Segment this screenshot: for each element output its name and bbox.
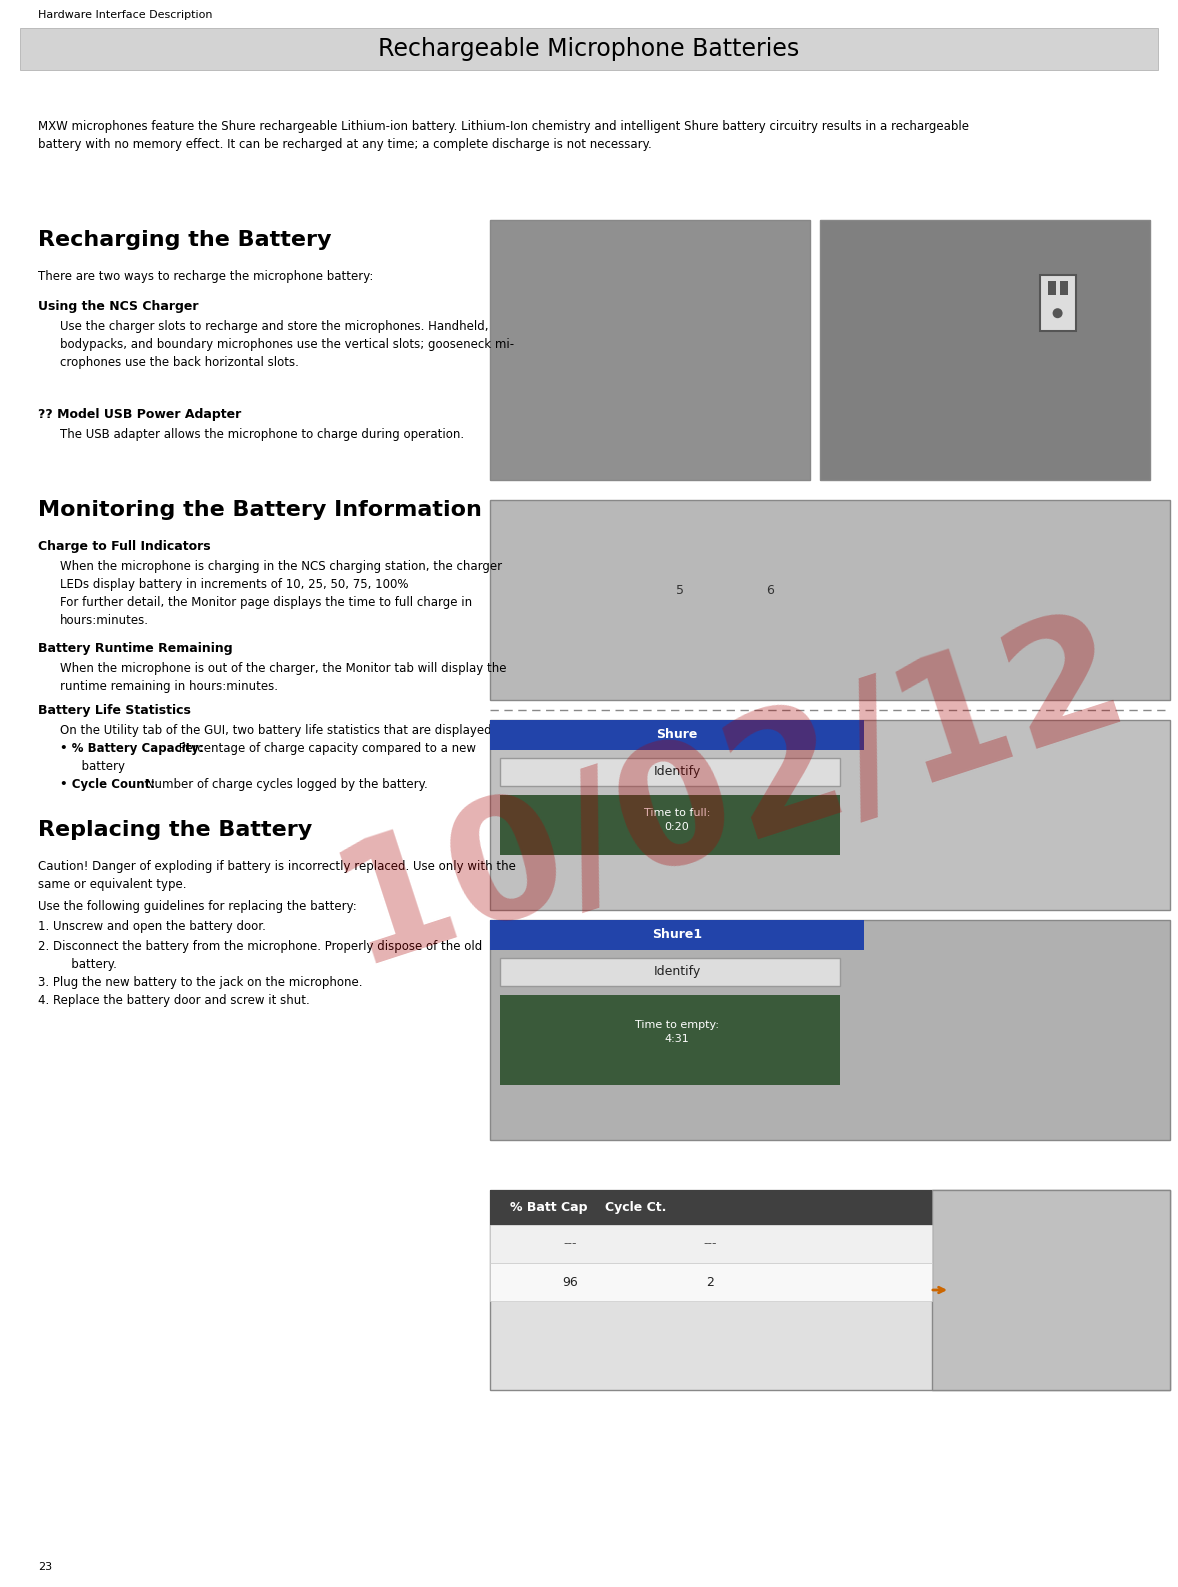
Bar: [490, 221, 810, 479]
Text: • Cycle Count:: • Cycle Count:: [60, 778, 155, 790]
Text: When the microphone is charging in the NCS charging station, the charger
LEDs di: When the microphone is charging in the N…: [60, 560, 502, 627]
Bar: [490, 920, 1170, 1139]
Text: 6: 6: [766, 584, 774, 597]
Text: There are two ways to recharge the microphone battery:: There are two ways to recharge the micro…: [38, 270, 373, 282]
Text: Number of charge cycles logged by the battery.: Number of charge cycles logged by the ba…: [143, 778, 428, 790]
Text: % Batt Cap    Cycle Ct.: % Batt Cap Cycle Ct.: [510, 1200, 667, 1214]
Text: Monitoring the Battery Information: Monitoring the Battery Information: [38, 500, 482, 521]
Text: Identify: Identify: [654, 765, 701, 779]
Text: • % Battery Capacity:: • % Battery Capacity:: [60, 743, 204, 755]
Text: 2. Disconnect the battery from the microphone. Properly dispose of the old: 2. Disconnect the battery from the micro…: [38, 940, 482, 954]
Text: Identify: Identify: [654, 965, 701, 979]
Text: 96: 96: [562, 1276, 578, 1289]
Text: Time to full:
0:20: Time to full: 0:20: [644, 808, 710, 832]
Text: Recharging the Battery: Recharging the Battery: [38, 230, 331, 251]
Text: Replacing the Battery: Replacing the Battery: [38, 820, 312, 840]
Text: Charge to Full Indicators: Charge to Full Indicators: [38, 540, 211, 552]
Circle shape: [1053, 308, 1063, 319]
Text: Time to empty:
4:31: Time to empty: 4:31: [635, 1020, 719, 1044]
Text: ---: ---: [563, 1238, 577, 1251]
Text: Rechargeable Microphone Batteries: Rechargeable Microphone Batteries: [378, 37, 800, 60]
Text: 1. Unscrew and open the battery door.: 1. Unscrew and open the battery door.: [38, 920, 266, 933]
Bar: [932, 1190, 1170, 1390]
Text: 4. Replace the battery door and screw it shut.: 4. Replace the battery door and screw it…: [38, 993, 310, 1008]
Bar: [490, 920, 863, 951]
Text: Use the following guidelines for replacing the battery:: Use the following guidelines for replaci…: [38, 900, 357, 913]
Text: Shure: Shure: [656, 728, 697, 741]
Bar: [1047, 281, 1055, 295]
Text: Percentage of charge capacity compared to a new: Percentage of charge capacity compared t…: [176, 743, 476, 755]
Bar: [499, 759, 840, 786]
Text: Using the NCS Charger: Using the NCS Charger: [38, 300, 199, 313]
Text: Battery Runtime Remaining: Battery Runtime Remaining: [38, 643, 232, 655]
Bar: [490, 500, 1170, 700]
Bar: [820, 221, 1150, 479]
Text: 23: 23: [38, 1562, 52, 1573]
Bar: [490, 1225, 932, 1263]
Bar: [1059, 281, 1067, 295]
Text: Shure1: Shure1: [651, 928, 702, 941]
Text: ---: ---: [703, 1238, 716, 1251]
Bar: [490, 1190, 932, 1225]
Bar: [499, 795, 840, 855]
Text: Battery Life Statistics: Battery Life Statistics: [38, 705, 191, 717]
Text: ?? Model USB Power Adapter: ?? Model USB Power Adapter: [38, 408, 241, 421]
Bar: [490, 1190, 1170, 1390]
Bar: [490, 720, 863, 751]
Bar: [499, 995, 840, 1086]
Text: MXW microphones feature the Shure rechargeable Lithium-ion battery. Lithium-Ion : MXW microphones feature the Shure rechar…: [38, 121, 969, 151]
Text: The USB adapter allows the microphone to charge during operation.: The USB adapter allows the microphone to…: [60, 428, 464, 441]
Bar: [499, 959, 840, 986]
Bar: [20, 29, 1158, 70]
Text: Caution! Danger of exploding if battery is incorrectly replaced. Use only with t: Caution! Danger of exploding if battery …: [38, 860, 516, 890]
Text: 5: 5: [676, 584, 684, 597]
Text: 2: 2: [706, 1276, 714, 1289]
Text: Hardware Interface Description: Hardware Interface Description: [38, 10, 212, 21]
Bar: [490, 720, 1170, 909]
Bar: [490, 1263, 932, 1301]
Text: battery.: battery.: [60, 959, 117, 971]
Text: Use the charger slots to recharge and store the microphones. Handheld,
bodypacks: Use the charger slots to recharge and st…: [60, 321, 514, 370]
Text: When the microphone is out of the charger, the Monitor tab will display the
runt: When the microphone is out of the charge…: [60, 662, 507, 694]
Text: battery: battery: [74, 760, 125, 773]
Text: On the Utility tab of the GUI, two battery life statistics that are displayed:: On the Utility tab of the GUI, two batte…: [60, 724, 496, 736]
Text: 3. Plug the new battery to the jack on the microphone.: 3. Plug the new battery to the jack on t…: [38, 976, 363, 989]
Text: 10/02/12: 10/02/12: [317, 590, 1144, 997]
Bar: [1040, 275, 1076, 332]
